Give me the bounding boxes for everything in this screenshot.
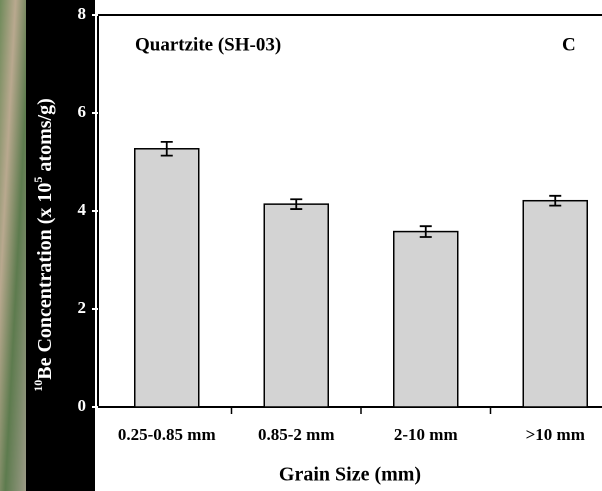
annotation: Quartzite (SH-03) xyxy=(135,34,281,55)
y-tick-label: 0 xyxy=(78,396,87,415)
y-tick-label: 4 xyxy=(78,200,87,219)
y-label-text: Be Concentration (x 10 xyxy=(34,183,56,380)
x-tick-label: 0.25-0.85 mm xyxy=(118,425,216,444)
x-tick-label: 0.85-2 mm xyxy=(258,425,334,444)
error-bar xyxy=(160,141,173,157)
y-tick-label: 8 xyxy=(78,4,87,23)
error-bar xyxy=(419,225,432,238)
y-label-text: atoms/g) xyxy=(34,98,56,176)
x-axis-label: Grain Size (mm) xyxy=(279,464,421,486)
y-tick-label: 2 xyxy=(78,298,87,317)
bar xyxy=(263,203,329,408)
bar xyxy=(522,199,588,408)
error-bar xyxy=(549,194,562,207)
x-tick-label: 2-10 mm xyxy=(394,425,458,444)
x-tick-label: >10 mm xyxy=(526,425,585,444)
y-tick-label: 6 xyxy=(78,102,87,121)
bar xyxy=(134,148,200,408)
error-bar xyxy=(290,198,303,210)
y-label-sup: 10 xyxy=(31,380,45,392)
y-axis-label: 10Be Concentration (x 105 atoms/g) xyxy=(31,98,56,392)
y-label-sup: 5 xyxy=(31,177,45,183)
bar xyxy=(393,230,459,408)
panel-label: C xyxy=(562,34,576,55)
photo-strip xyxy=(0,0,26,491)
